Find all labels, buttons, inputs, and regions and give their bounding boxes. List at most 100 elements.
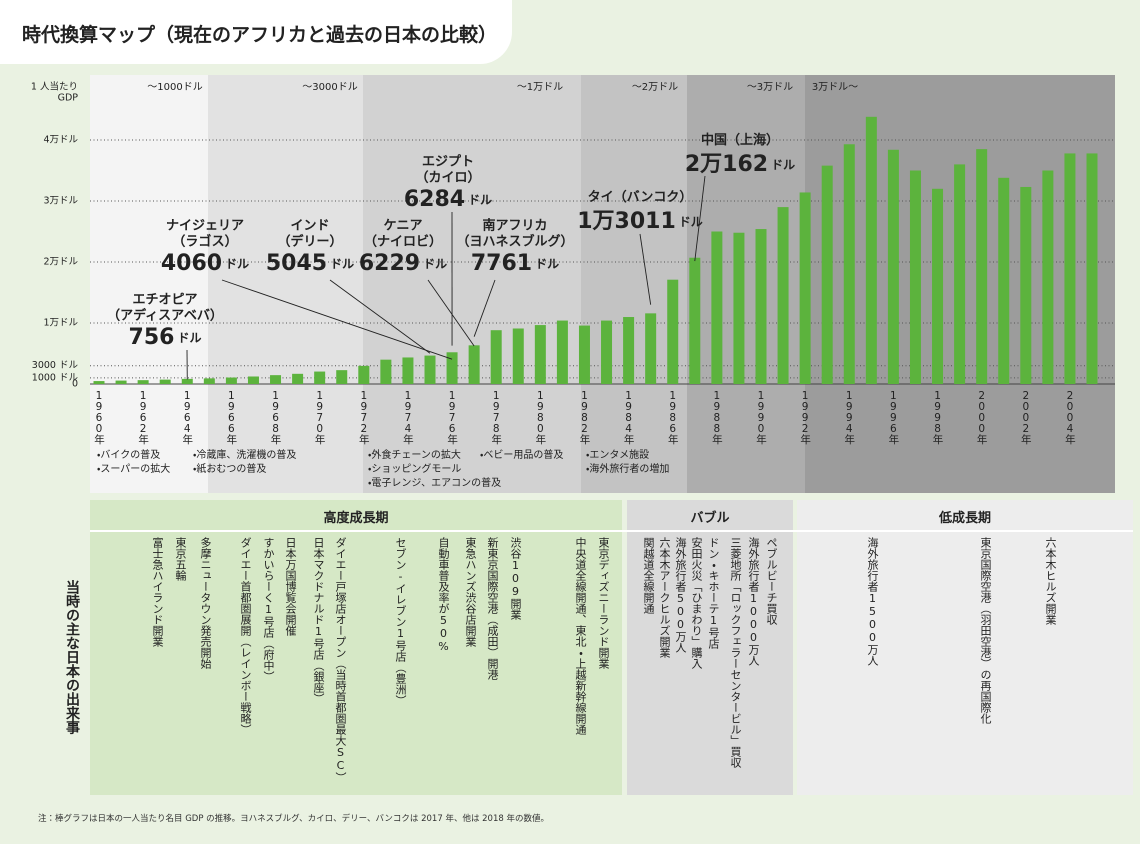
leader-line [694, 175, 706, 262]
trend-item: ・ベビー用品の普及 [480, 448, 563, 461]
trend-item: ・ショッピングモール [368, 462, 461, 475]
event: 東京国際空港（羽田空港）の再国際化 [979, 537, 992, 724]
country-label: タイ（バンコク） [588, 189, 693, 205]
bar [490, 330, 502, 384]
bar [887, 149, 899, 384]
bar [711, 231, 723, 384]
event: 六本木ヒルズ開業 [1044, 537, 1057, 625]
y-tick-label: 1000 ドル [32, 372, 79, 383]
x-tick-label: 2000年 [975, 390, 988, 444]
value-label: 6229 ドル [359, 251, 447, 276]
title-box [0, 0, 512, 64]
y-tick-label: 0 [72, 379, 78, 390]
event: すかいらーく1号店（府中） [262, 537, 275, 682]
value-label: 6284 ドル [404, 187, 492, 212]
city-name: （デリー） [277, 234, 342, 250]
x-tick-label: 2004年 [1063, 390, 1076, 444]
city-name: （ヨハネスブルグ） [456, 234, 573, 250]
leader-line [473, 279, 496, 337]
y-tick-label: 2万ドル [43, 257, 78, 268]
bar [93, 381, 105, 384]
chart-title: 時代換算マップ（現在のアフリカと過去の日本の比較） [22, 24, 498, 46]
x-tick-label: 1994年 [843, 390, 856, 444]
bar [137, 380, 149, 384]
price-band [363, 75, 581, 493]
bar [203, 378, 215, 384]
trend-item: ・外食チェーンの拡大 [368, 448, 461, 461]
value-unit: ドル [225, 257, 249, 271]
bar [623, 317, 635, 384]
bar [225, 377, 237, 384]
event: 東京ディズニーランド開業 [597, 537, 610, 669]
value-number: 1万3011 [577, 209, 676, 234]
x-tick-label: 1984年 [622, 390, 635, 444]
bar [777, 207, 789, 384]
city-name: （上海） [727, 132, 779, 148]
bar [1064, 153, 1076, 384]
bar [601, 320, 613, 384]
bar [578, 325, 590, 384]
value-label: 7761 ドル [471, 251, 559, 276]
era-box [627, 500, 793, 795]
event: 六本木アークヒルズ開業 [658, 537, 671, 658]
x-tick-label: 1976年 [446, 390, 459, 444]
trend-item: ・エンタメ施設 [586, 448, 649, 461]
event: 富士急ハイランド開業 [151, 537, 164, 647]
country-name: エジプト [422, 155, 474, 170]
value-unit: ドル [177, 331, 201, 345]
x-tick-label: 2002年 [1019, 390, 1032, 444]
bar [998, 177, 1010, 384]
bar [292, 373, 304, 384]
city-name: （ラゴス） [172, 234, 237, 250]
bar [380, 359, 392, 384]
country-name: インド [290, 219, 329, 234]
value-label: 1万3011 ドル [577, 209, 703, 234]
bar [468, 345, 480, 384]
value-label: 5045 ドル [266, 251, 354, 276]
x-tick-label: 1960年 [93, 390, 105, 444]
event: 海外旅行者1500万人 [866, 537, 879, 666]
x-tick-label: 1974年 [401, 390, 414, 444]
event: ダイエー首都圏展開（レインボー戦略） [239, 537, 252, 735]
x-tick-label: 1968年 [269, 390, 282, 444]
era-name: 低成長期 [938, 511, 991, 526]
event: 新東京国際空港（成田）開港 [486, 537, 499, 680]
bar [799, 192, 811, 384]
trend-item: ・冷蔵庫、洗濯機の普及 [193, 448, 296, 461]
country-name: ナイジェリア [166, 219, 244, 234]
value-unit: ドル [468, 193, 492, 207]
bar [358, 365, 370, 384]
bar [843, 144, 855, 384]
country-name: タイ [588, 190, 614, 205]
event: 中央道全線開通、東北・上越新幹線開通 [574, 537, 587, 735]
bar [1086, 153, 1098, 384]
y-tick-label: 3万ドル [43, 196, 78, 207]
event: 日本マクドナルド1号店（銀座） [312, 537, 325, 704]
era-divider [90, 530, 1133, 532]
bar [1042, 170, 1054, 384]
event: 自動車普及率が50% [437, 537, 450, 653]
y-axis-label: GDP [58, 93, 79, 104]
event: ペブルビーチ買収 [765, 537, 778, 625]
era-name: 高度成長期 [323, 511, 389, 526]
bar [667, 279, 679, 384]
y-tick-label: 3000 ドル [32, 360, 79, 371]
bar [314, 371, 326, 384]
x-tick-label: 1964年 [181, 390, 194, 444]
value-unit: ドル [330, 257, 354, 271]
bar [689, 257, 701, 384]
band-label: 3万ドル～ [812, 82, 858, 93]
bar [556, 320, 568, 384]
country-label: 中国（上海） [701, 132, 779, 148]
y-axis-label: 1 人当たり [31, 81, 78, 93]
bar [954, 164, 966, 384]
y-tick-label: 1万ドル [43, 318, 78, 329]
bar [755, 229, 767, 384]
value-label: 756 ドル [129, 325, 202, 350]
x-tick-label: 1996年 [887, 390, 900, 444]
bar [645, 313, 657, 384]
event: 安田火災「ひまわり」購入 [690, 537, 703, 669]
x-tick-label: 1978年 [490, 390, 503, 444]
trend-item: ・バイクの普及 [97, 448, 160, 461]
